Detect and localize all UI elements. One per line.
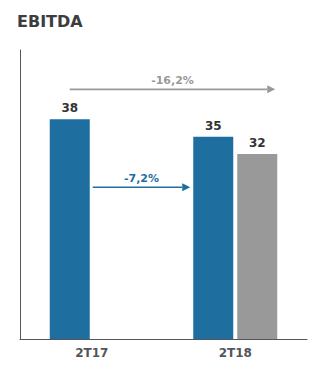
svg-text:-7,2%: -7,2% — [124, 172, 159, 185]
svg-text:32: 32 — [249, 136, 266, 150]
svg-text:2T17: 2T17 — [75, 346, 108, 360]
svg-text:EBITDA: EBITDA — [17, 12, 83, 31]
svg-text:-16,2%: -16,2% — [151, 74, 194, 87]
svg-text:2T18: 2T18 — [219, 346, 252, 360]
svg-text:35: 35 — [205, 119, 222, 133]
svg-text:38: 38 — [61, 101, 78, 115]
